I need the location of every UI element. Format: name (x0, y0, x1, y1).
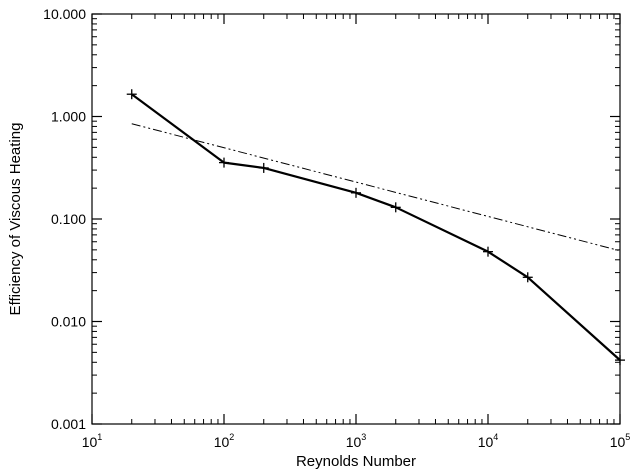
series-layer (127, 89, 625, 365)
x-axis-title: Reynolds Number (296, 453, 416, 470)
plot-frame (92, 14, 620, 424)
data-point-marker (351, 188, 361, 198)
x-tick-label: 105 (610, 432, 631, 450)
y-tick-label: 10.000 (43, 6, 86, 22)
x-tick-label: 103 (346, 432, 367, 450)
y-axis-title: Efficiency of Viscous Heating (7, 123, 24, 316)
y-tick-label: 0.001 (51, 416, 86, 432)
y-axis-ticks: 10.000 1.000 0.100 0.010 0.001 (43, 6, 620, 432)
efficiency-line (132, 94, 620, 360)
y-tick-label: 0.100 (51, 211, 86, 227)
data-point-marker (259, 163, 269, 173)
x-tick-label: 104 (478, 432, 499, 450)
x-tick-label: 102 (214, 432, 235, 450)
x-tick-label: 101 (82, 432, 103, 450)
reference-line (132, 124, 620, 251)
y-tick-label: 1.000 (51, 109, 86, 125)
y-tick-label: 0.010 (51, 314, 86, 330)
data-point-marker (391, 202, 401, 212)
